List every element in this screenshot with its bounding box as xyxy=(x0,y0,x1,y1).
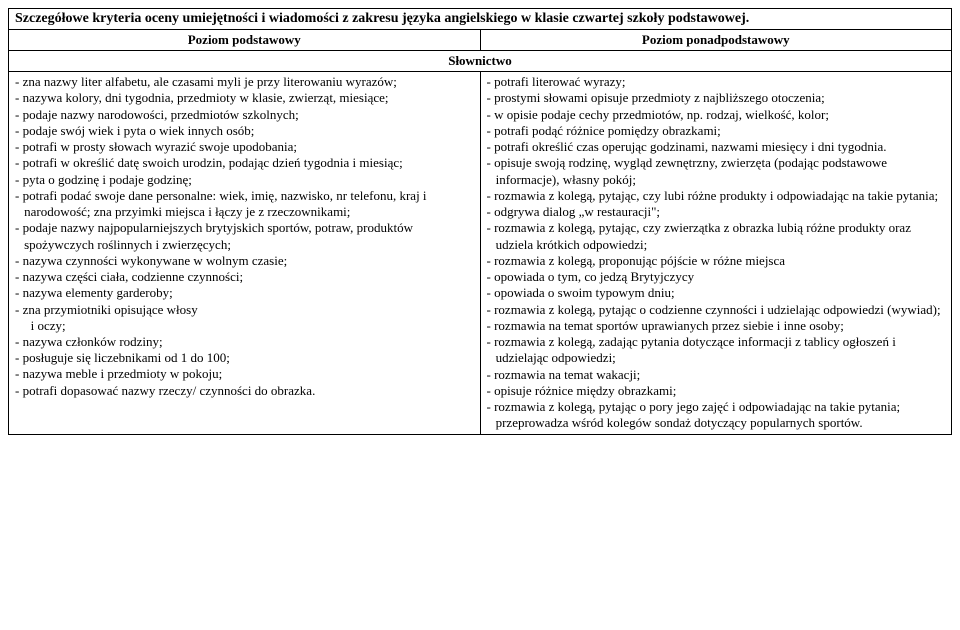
document-title: Szczegółowe kryteria oceny umiejętności … xyxy=(9,9,952,30)
list-item: opisuje swoją rodzinę, wygląd zewnętrzny… xyxy=(487,155,946,188)
title-row: Szczegółowe kryteria oceny umiejętności … xyxy=(9,9,952,30)
list-sub-line: i oczy; xyxy=(15,318,474,334)
list-item: rozmawia z kolegą, proponując pójście w … xyxy=(487,253,946,269)
list-item: rozmawia z kolegą, pytając, czy zwierząt… xyxy=(487,220,946,253)
level-header-row: Poziom podstawowy Poziom ponadpodstawowy xyxy=(9,30,952,51)
list-item: rozmawia z kolegą, pytając o pory jego z… xyxy=(487,399,946,432)
section-vocabulary: Słownictwo xyxy=(9,51,952,72)
list-item: zna przymiotniki opisujące włosy xyxy=(15,302,474,318)
criteria-table: Szczegółowe kryteria oceny umiejętności … xyxy=(8,8,952,435)
list-item: potrafi podąć różnice pomiędzy obrazkami… xyxy=(487,123,946,139)
list-item: nazywa części ciała, codzienne czynności… xyxy=(15,269,474,285)
list-item: opisuje różnice między obrazkami; xyxy=(487,383,946,399)
list-item: w opisie podaje cechy przedmiotów, np. r… xyxy=(487,107,946,123)
list-item: potrafi podać swoje dane personalne: wie… xyxy=(15,188,474,221)
section-header-row: Słownictwo xyxy=(9,51,952,72)
list-item: rozmawia z kolegą, zadając pytania dotyc… xyxy=(487,334,946,367)
list-item: potrafi literować wyrazy; xyxy=(487,74,946,90)
list-item: rozmawia z kolegą, pytając, czy lubi róż… xyxy=(487,188,946,204)
header-advanced: Poziom ponadpodstawowy xyxy=(480,30,952,51)
list-item: potrafi w prosty słowach wyrazić swoje u… xyxy=(15,139,474,155)
advanced-list: potrafi literować wyrazy;prostymi słowam… xyxy=(487,74,946,432)
list-item: potrafi dopasować nazwy rzeczy/ czynnośc… xyxy=(15,383,474,399)
list-item: nazywa kolory, dni tygodnia, przedmioty … xyxy=(15,90,474,106)
list-item: rozmawia z kolegą, pytając o codzienne c… xyxy=(487,302,946,318)
list-item: nazywa elementy garderoby; xyxy=(15,285,474,301)
list-item: zna nazwy liter alfabetu, ale czasami my… xyxy=(15,74,474,90)
advanced-cell: potrafi literować wyrazy;prostymi słowam… xyxy=(480,72,952,435)
list-item: opowiada o tym, co jedzą Brytyjczycy xyxy=(487,269,946,285)
header-basic: Poziom podstawowy xyxy=(9,30,481,51)
list-item: podaje nazwy najpopularniejszych brytyjs… xyxy=(15,220,474,253)
list-item: nazywa członków rodziny; xyxy=(15,334,474,350)
list-item: podaje nazwy narodowości, przedmiotów sz… xyxy=(15,107,474,123)
list-item: opowiada o swoim typowym dniu; xyxy=(487,285,946,301)
list-item: rozmawia na temat wakacji; xyxy=(487,367,946,383)
content-row: zna nazwy liter alfabetu, ale czasami my… xyxy=(9,72,952,435)
list-item: nazywa czynności wykonywane w wolnym cza… xyxy=(15,253,474,269)
list-item: rozmawia na temat sportów uprawianych pr… xyxy=(487,318,946,334)
list-item: podaje swój wiek i pyta o wiek innych os… xyxy=(15,123,474,139)
list-item: odgrywa dialog „w restauracji"; xyxy=(487,204,946,220)
list-item: potrafi określić czas operując godzinami… xyxy=(487,139,946,155)
list-item: posługuje się liczebnikami od 1 do 100; xyxy=(15,350,474,366)
list-item: pyta o godzinę i podaje godzinę; xyxy=(15,172,474,188)
basic-list: zna nazwy liter alfabetu, ale czasami my… xyxy=(15,74,474,399)
list-item: prostymi słowami opisuje przedmioty z na… xyxy=(487,90,946,106)
list-item: nazywa meble i przedmioty w pokoju; xyxy=(15,366,474,382)
basic-cell: zna nazwy liter alfabetu, ale czasami my… xyxy=(9,72,481,435)
list-item: potrafi w określić datę swoich urodzin, … xyxy=(15,155,474,171)
